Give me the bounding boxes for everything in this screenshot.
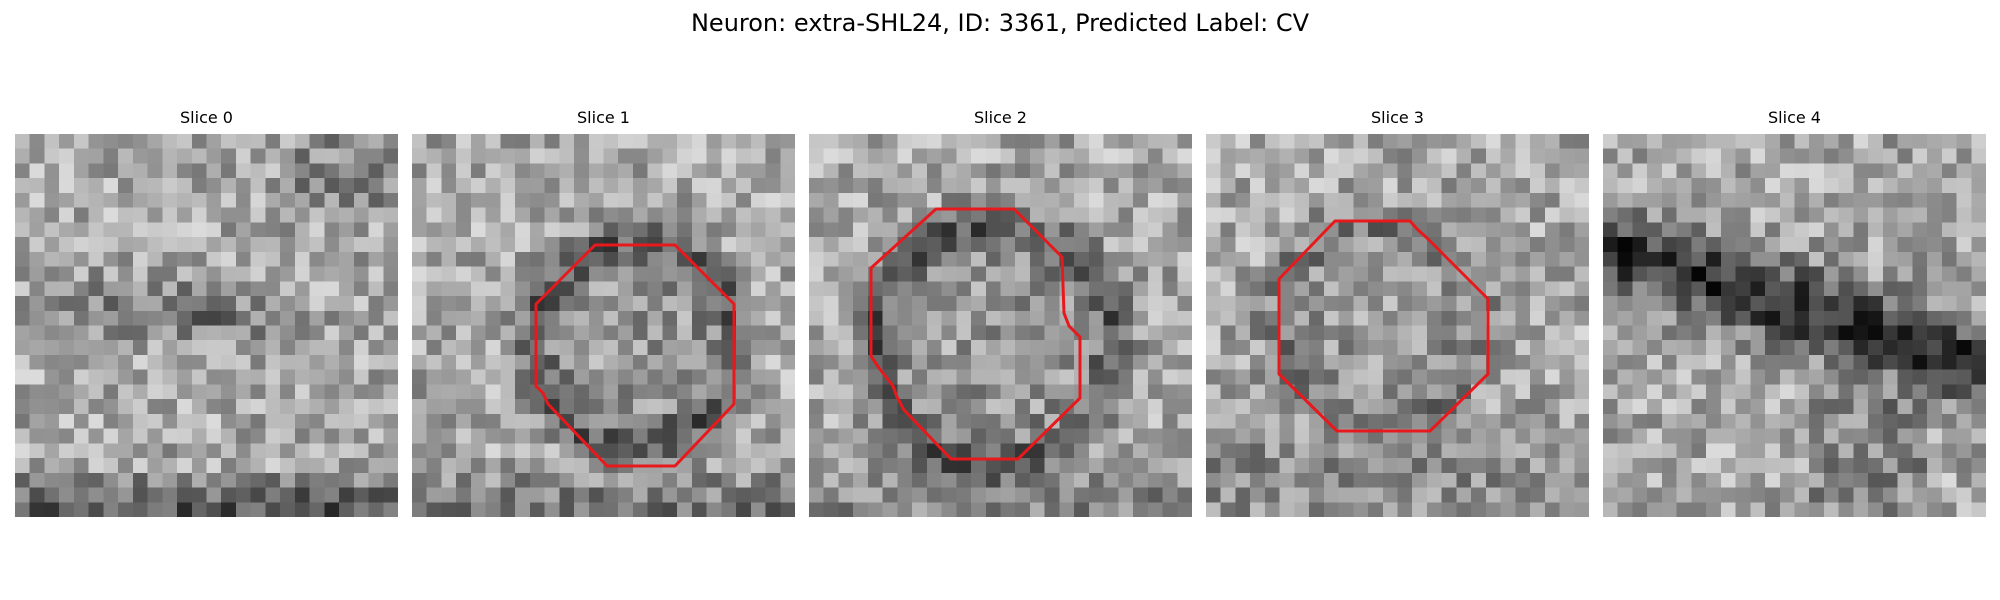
slice-2-image	[809, 134, 1192, 517]
slice-2-contour-overlay	[869, 207, 1082, 461]
slice-3-image	[1206, 134, 1589, 517]
slice-3-title: Slice 3	[1371, 108, 1424, 127]
slice-2-title: Slice 2	[974, 108, 1027, 127]
slice-3-contour-overlay	[1277, 219, 1490, 433]
slice-3-contour	[1277, 219, 1490, 433]
slice-4-title: Slice 4	[1768, 108, 1821, 127]
slice-0-title: Slice 0	[180, 108, 233, 127]
figure-title: Neuron: extra-SHL24, ID: 3361, Predicted…	[690, 9, 1310, 37]
slice-1-image	[412, 134, 795, 517]
slice-0-image	[15, 134, 398, 517]
slice-2-contour	[869, 207, 1082, 461]
slice-1-contour	[534, 243, 736, 468]
slice-1-contour-overlay	[534, 243, 736, 468]
slice-4-image	[1603, 134, 1986, 517]
slice-1-title: Slice 1	[577, 108, 630, 127]
